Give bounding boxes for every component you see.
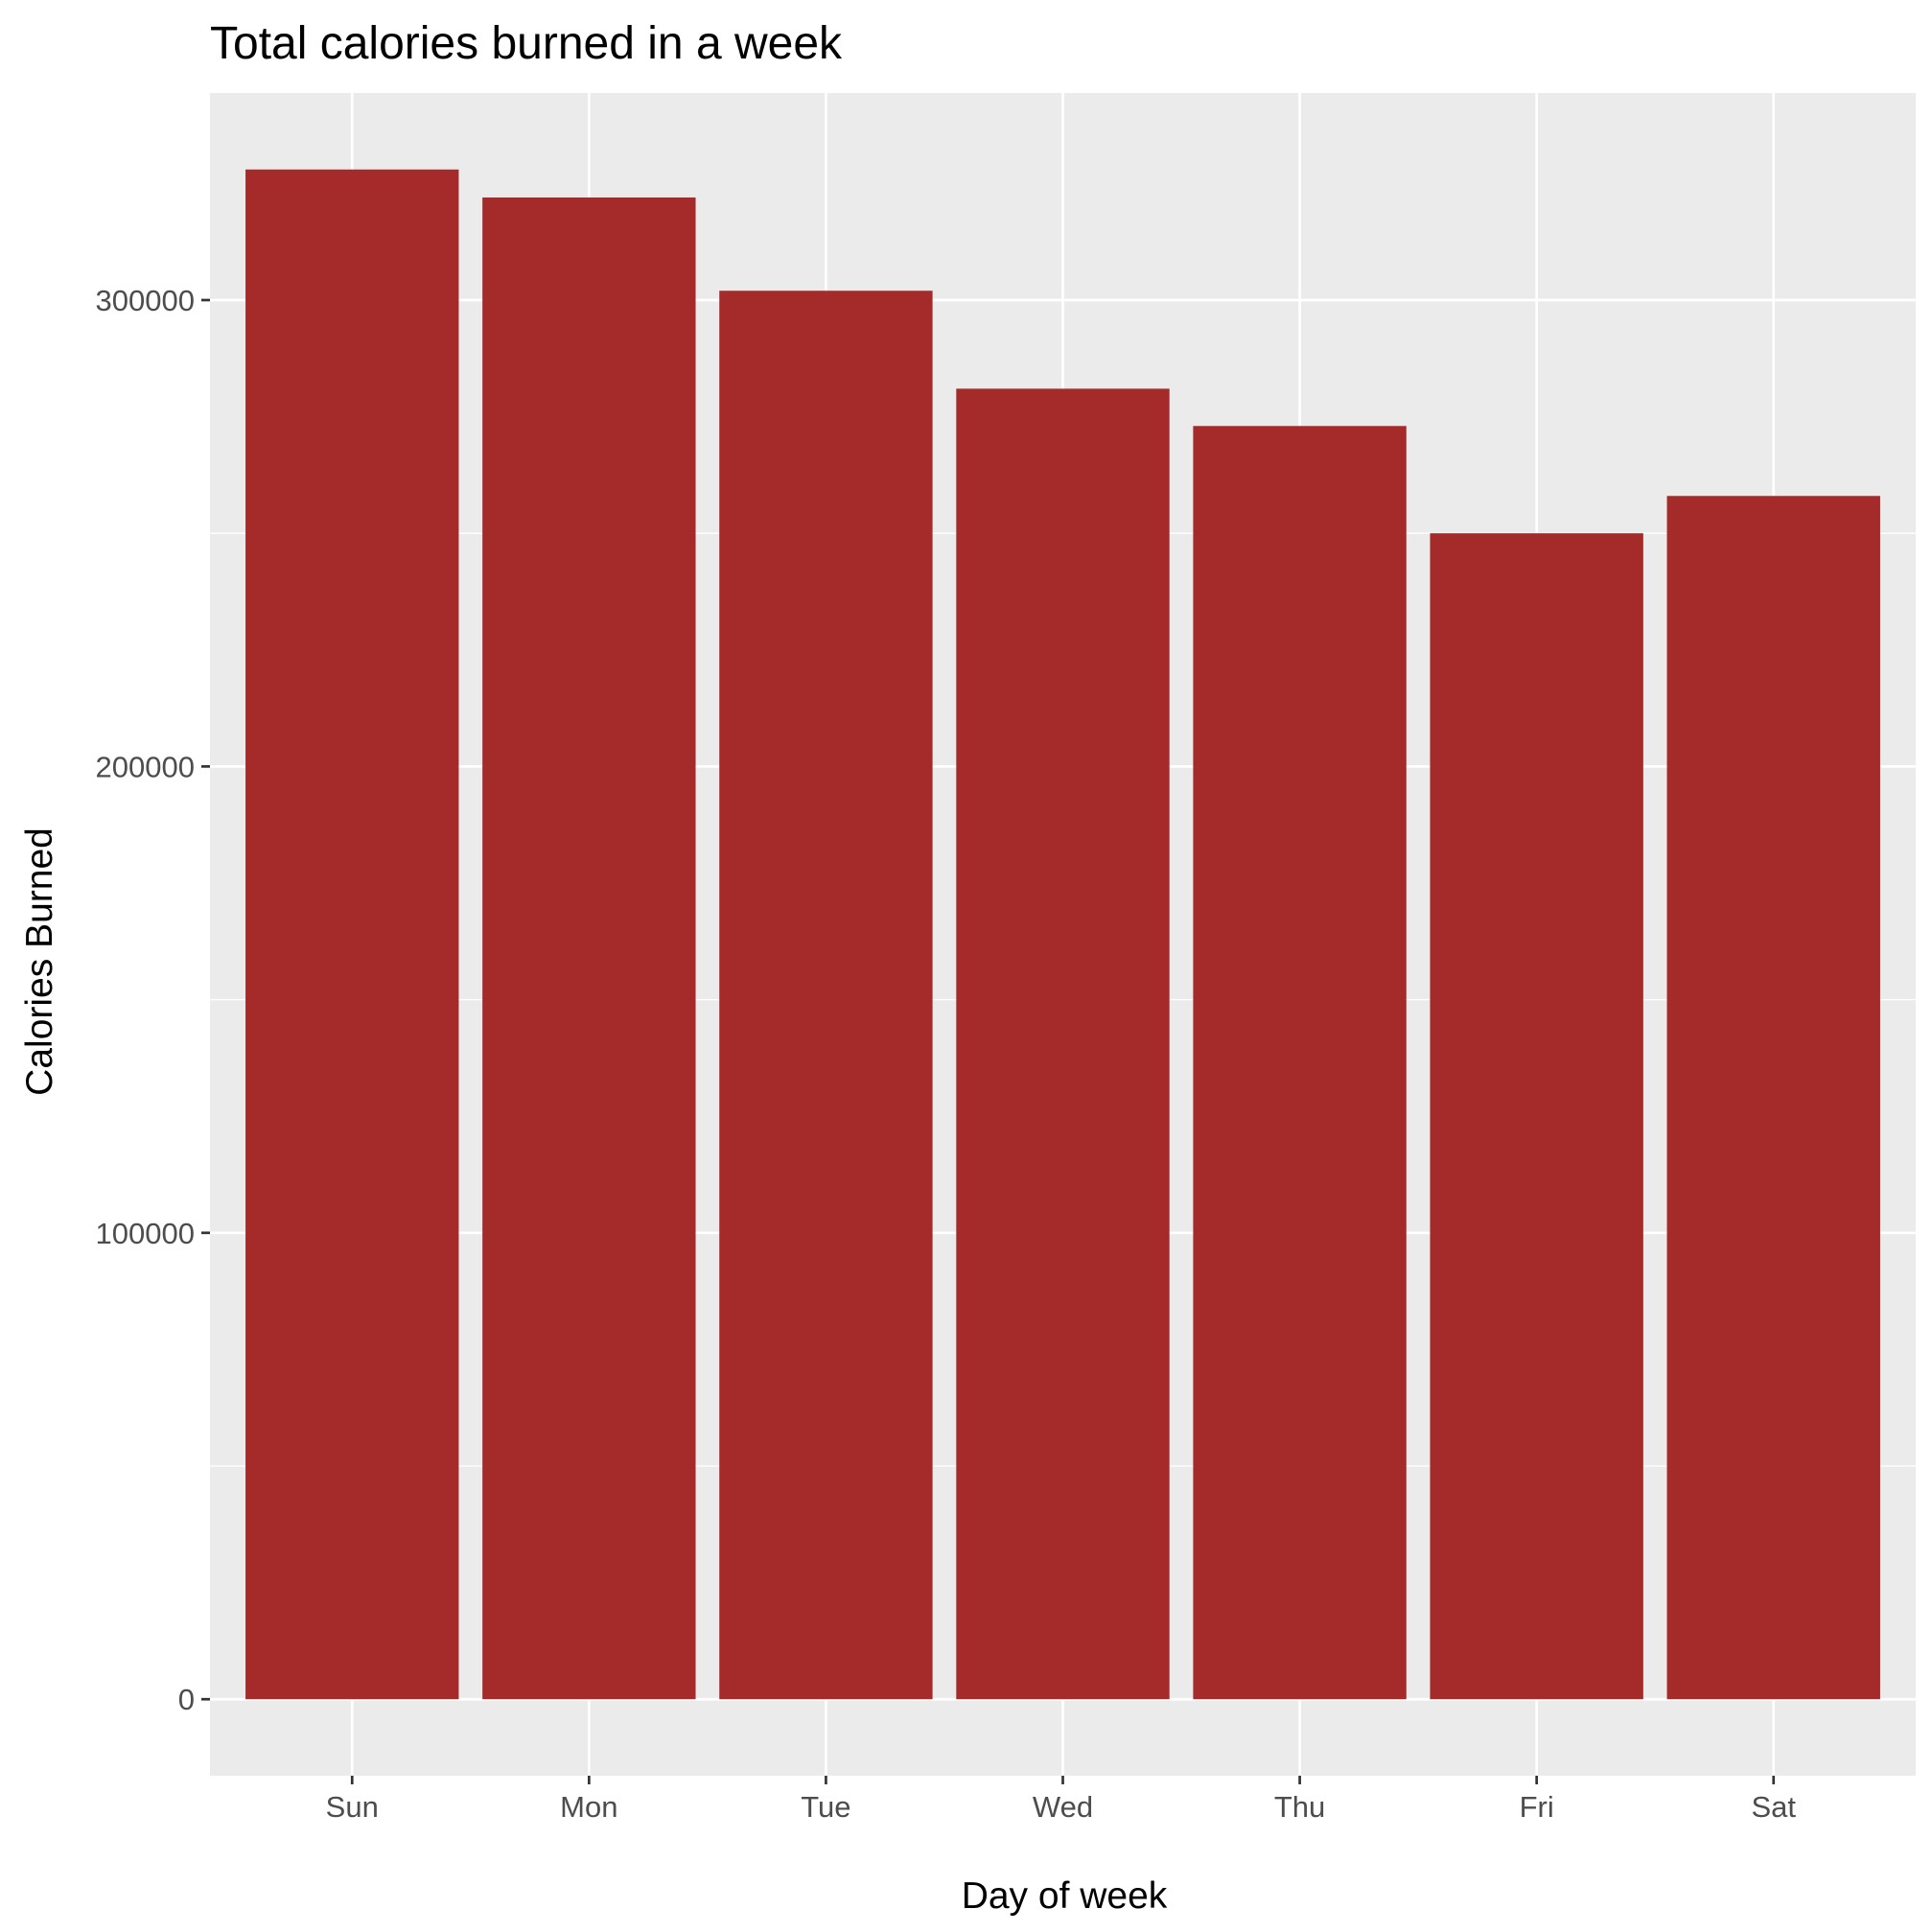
x-tick-label: Sun [326, 1790, 379, 1824]
bar-mon [482, 197, 696, 1700]
bar-tue [719, 291, 933, 1700]
bar-sat [1666, 496, 1880, 1700]
x-tick-label: Tue [801, 1790, 850, 1824]
x-axis: Sun Mon Tue Wed Thu Fri Sat [326, 1776, 1796, 1824]
bar-wed [956, 388, 1170, 1700]
y-axis: 0 100000 200000 300000 [96, 284, 210, 1716]
y-tick-label: 100000 [96, 1217, 195, 1250]
bar-sun [245, 169, 459, 1700]
x-tick-label: Wed [1033, 1790, 1093, 1824]
x-tick-label: Sat [1751, 1790, 1796, 1824]
x-tick-label: Fri [1520, 1790, 1554, 1824]
bar-thu [1193, 426, 1407, 1700]
y-tick-label: 300000 [96, 284, 195, 317]
bars [245, 169, 1880, 1700]
y-tick-label: 200000 [96, 750, 195, 783]
bar-fri [1430, 533, 1643, 1700]
chart-title: Total calories burned in a week [210, 18, 843, 69]
x-tick-label: Thu [1274, 1790, 1325, 1824]
y-tick-label: 0 [178, 1683, 195, 1716]
x-tick-label: Mon [560, 1790, 617, 1824]
y-axis-title: Calories Burned [19, 827, 60, 1096]
x-axis-title: Day of week [962, 1875, 1168, 1917]
